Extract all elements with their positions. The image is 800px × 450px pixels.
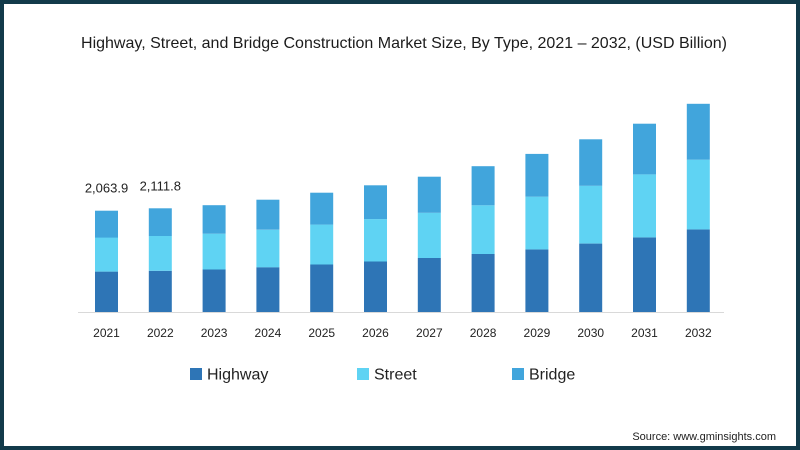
bar-highway-2025: [310, 264, 334, 312]
bar-highway-2031: [633, 237, 656, 312]
legend-swatch-street: [357, 368, 369, 380]
bar-bridge-2026: [364, 185, 387, 220]
bar-street-2031: [633, 174, 656, 238]
x-tick-label: 2031: [631, 326, 658, 340]
legend-swatch-bridge: [512, 368, 524, 380]
bar-highway-2022: [148, 270, 172, 312]
x-tick-label: 2025: [308, 326, 335, 340]
bar-street-2023: [202, 233, 226, 270]
x-tick-label: 2023: [201, 326, 228, 340]
data-label-2022: 2,111.8: [140, 178, 181, 193]
bar-highway-2021: [95, 271, 118, 312]
x-tick-label: 2026: [362, 326, 389, 340]
bar-street-2022: [148, 236, 172, 271]
bar-street-2024: [256, 229, 280, 268]
legend-label-highway: Highway: [207, 367, 268, 384]
bar-street-2029: [525, 196, 549, 250]
bar-highway-2024: [256, 267, 280, 312]
x-tick-label: 2022: [147, 326, 174, 340]
bar-bridge-2024: [256, 199, 280, 230]
bar-street-2030: [579, 185, 603, 244]
x-tick-label: 2024: [255, 326, 282, 340]
bar-highway-2029: [525, 249, 549, 312]
bar-highway-2023: [202, 269, 226, 312]
bar-street-2028: [471, 205, 495, 254]
x-tick-label: 2021: [93, 326, 120, 340]
bar-highway-2028: [471, 254, 495, 312]
legend-label-street: Street: [374, 367, 417, 384]
bar-bridge-2022: [148, 208, 172, 236]
bar-bridge-2023: [202, 205, 226, 234]
bar-bridge-2032: [686, 103, 710, 160]
source-note: Source: www.gminsights.com: [632, 431, 776, 443]
chart-title: Highway, Street, and Bridge Construction…: [81, 35, 727, 52]
bar-street-2025: [310, 224, 334, 265]
bar-bridge-2029: [525, 153, 549, 197]
x-tick-label: 2032: [685, 326, 712, 340]
bar-highway-2030: [579, 243, 603, 312]
bar-highway-2032: [686, 229, 710, 312]
bar-bridge-2021: [95, 210, 118, 238]
bar-street-2021: [95, 237, 118, 272]
bar-highway-2027: [417, 258, 441, 312]
x-tick-label: 2027: [416, 326, 443, 340]
x-tick-label: 2028: [470, 326, 497, 340]
bar-street-2032: [686, 159, 710, 230]
x-tick-label: 2030: [577, 326, 604, 340]
bar-bridge-2028: [471, 166, 495, 206]
bar-bridge-2027: [417, 176, 441, 213]
bar-bridge-2031: [633, 123, 656, 175]
bar-street-2027: [417, 212, 441, 258]
legend-swatch-highway: [190, 368, 202, 380]
data-label-2021: 2,063.9: [85, 181, 128, 196]
bar-bridge-2030: [579, 139, 603, 186]
x-tick-label: 2029: [524, 326, 551, 340]
legend-label-bridge: Bridge: [529, 367, 575, 384]
bar-highway-2026: [364, 261, 387, 312]
bar-bridge-2025: [310, 192, 334, 225]
bar-street-2026: [364, 219, 387, 262]
